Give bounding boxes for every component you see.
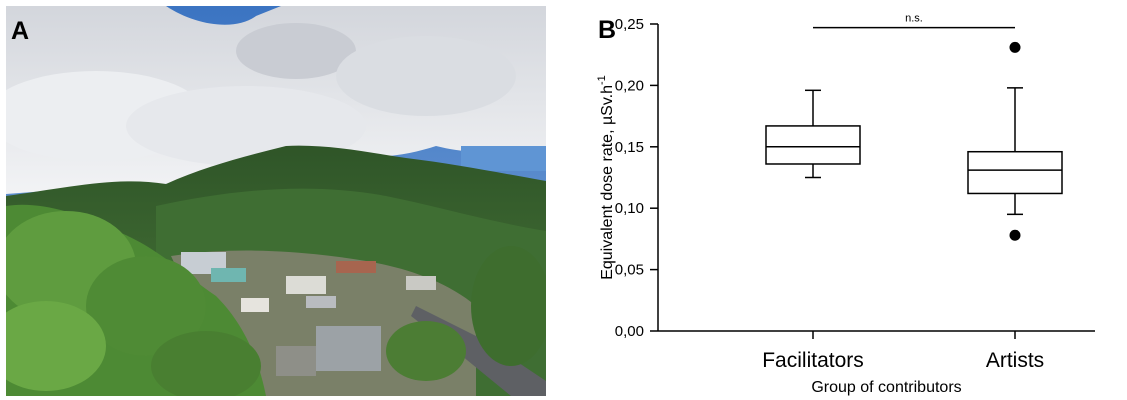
panel-a-label: A	[11, 17, 30, 45]
y-tick-label: 0,05	[615, 262, 644, 279]
iqr-box	[967, 150, 1063, 195]
boxes: Facilitators Artists	[762, 41, 1063, 372]
axes	[657, 24, 1095, 332]
significance-bracket: n.s.	[813, 13, 1015, 29]
iqr-box	[765, 125, 861, 165]
x-tick-label: Facilitators	[762, 349, 864, 372]
x-axis-title: Group of contributors	[811, 379, 961, 396]
y-ticks: 0,00 0,05 0,10 0,15 0,20 0,25	[615, 16, 658, 340]
y-tick-label: 0,25	[615, 16, 644, 33]
y-tick-label: 0,00	[615, 323, 644, 340]
y-tick-label: 0,10	[615, 200, 644, 217]
significance-label: n.s.	[905, 13, 923, 25]
y-axis-title-superscript: -1	[596, 75, 608, 85]
village-photo	[6, 6, 546, 396]
box-plot-chart: B 0,00 0,05 0,10 0,15 0,20 0,25 Facilitators A…	[596, 13, 1095, 396]
panel-b-label: B	[598, 16, 616, 44]
y-axis-title: Equivalent dose rate, µSv.h-1	[596, 75, 616, 280]
outlier-point	[1009, 41, 1021, 53]
photo-illustration	[6, 6, 546, 396]
y-tick-label: 0,20	[615, 77, 644, 94]
y-axis-title-main: Equivalent dose rate, µSv.h	[599, 85, 616, 280]
dose-rate-boxplot-panel: B 0,00 0,05 0,10 0,15 0,20 0,25 Facilitators A…	[550, 0, 1127, 400]
y-tick-label: 0,15	[615, 139, 644, 156]
outlier-point	[1009, 229, 1021, 241]
x-tick-label: Artists	[986, 349, 1044, 372]
